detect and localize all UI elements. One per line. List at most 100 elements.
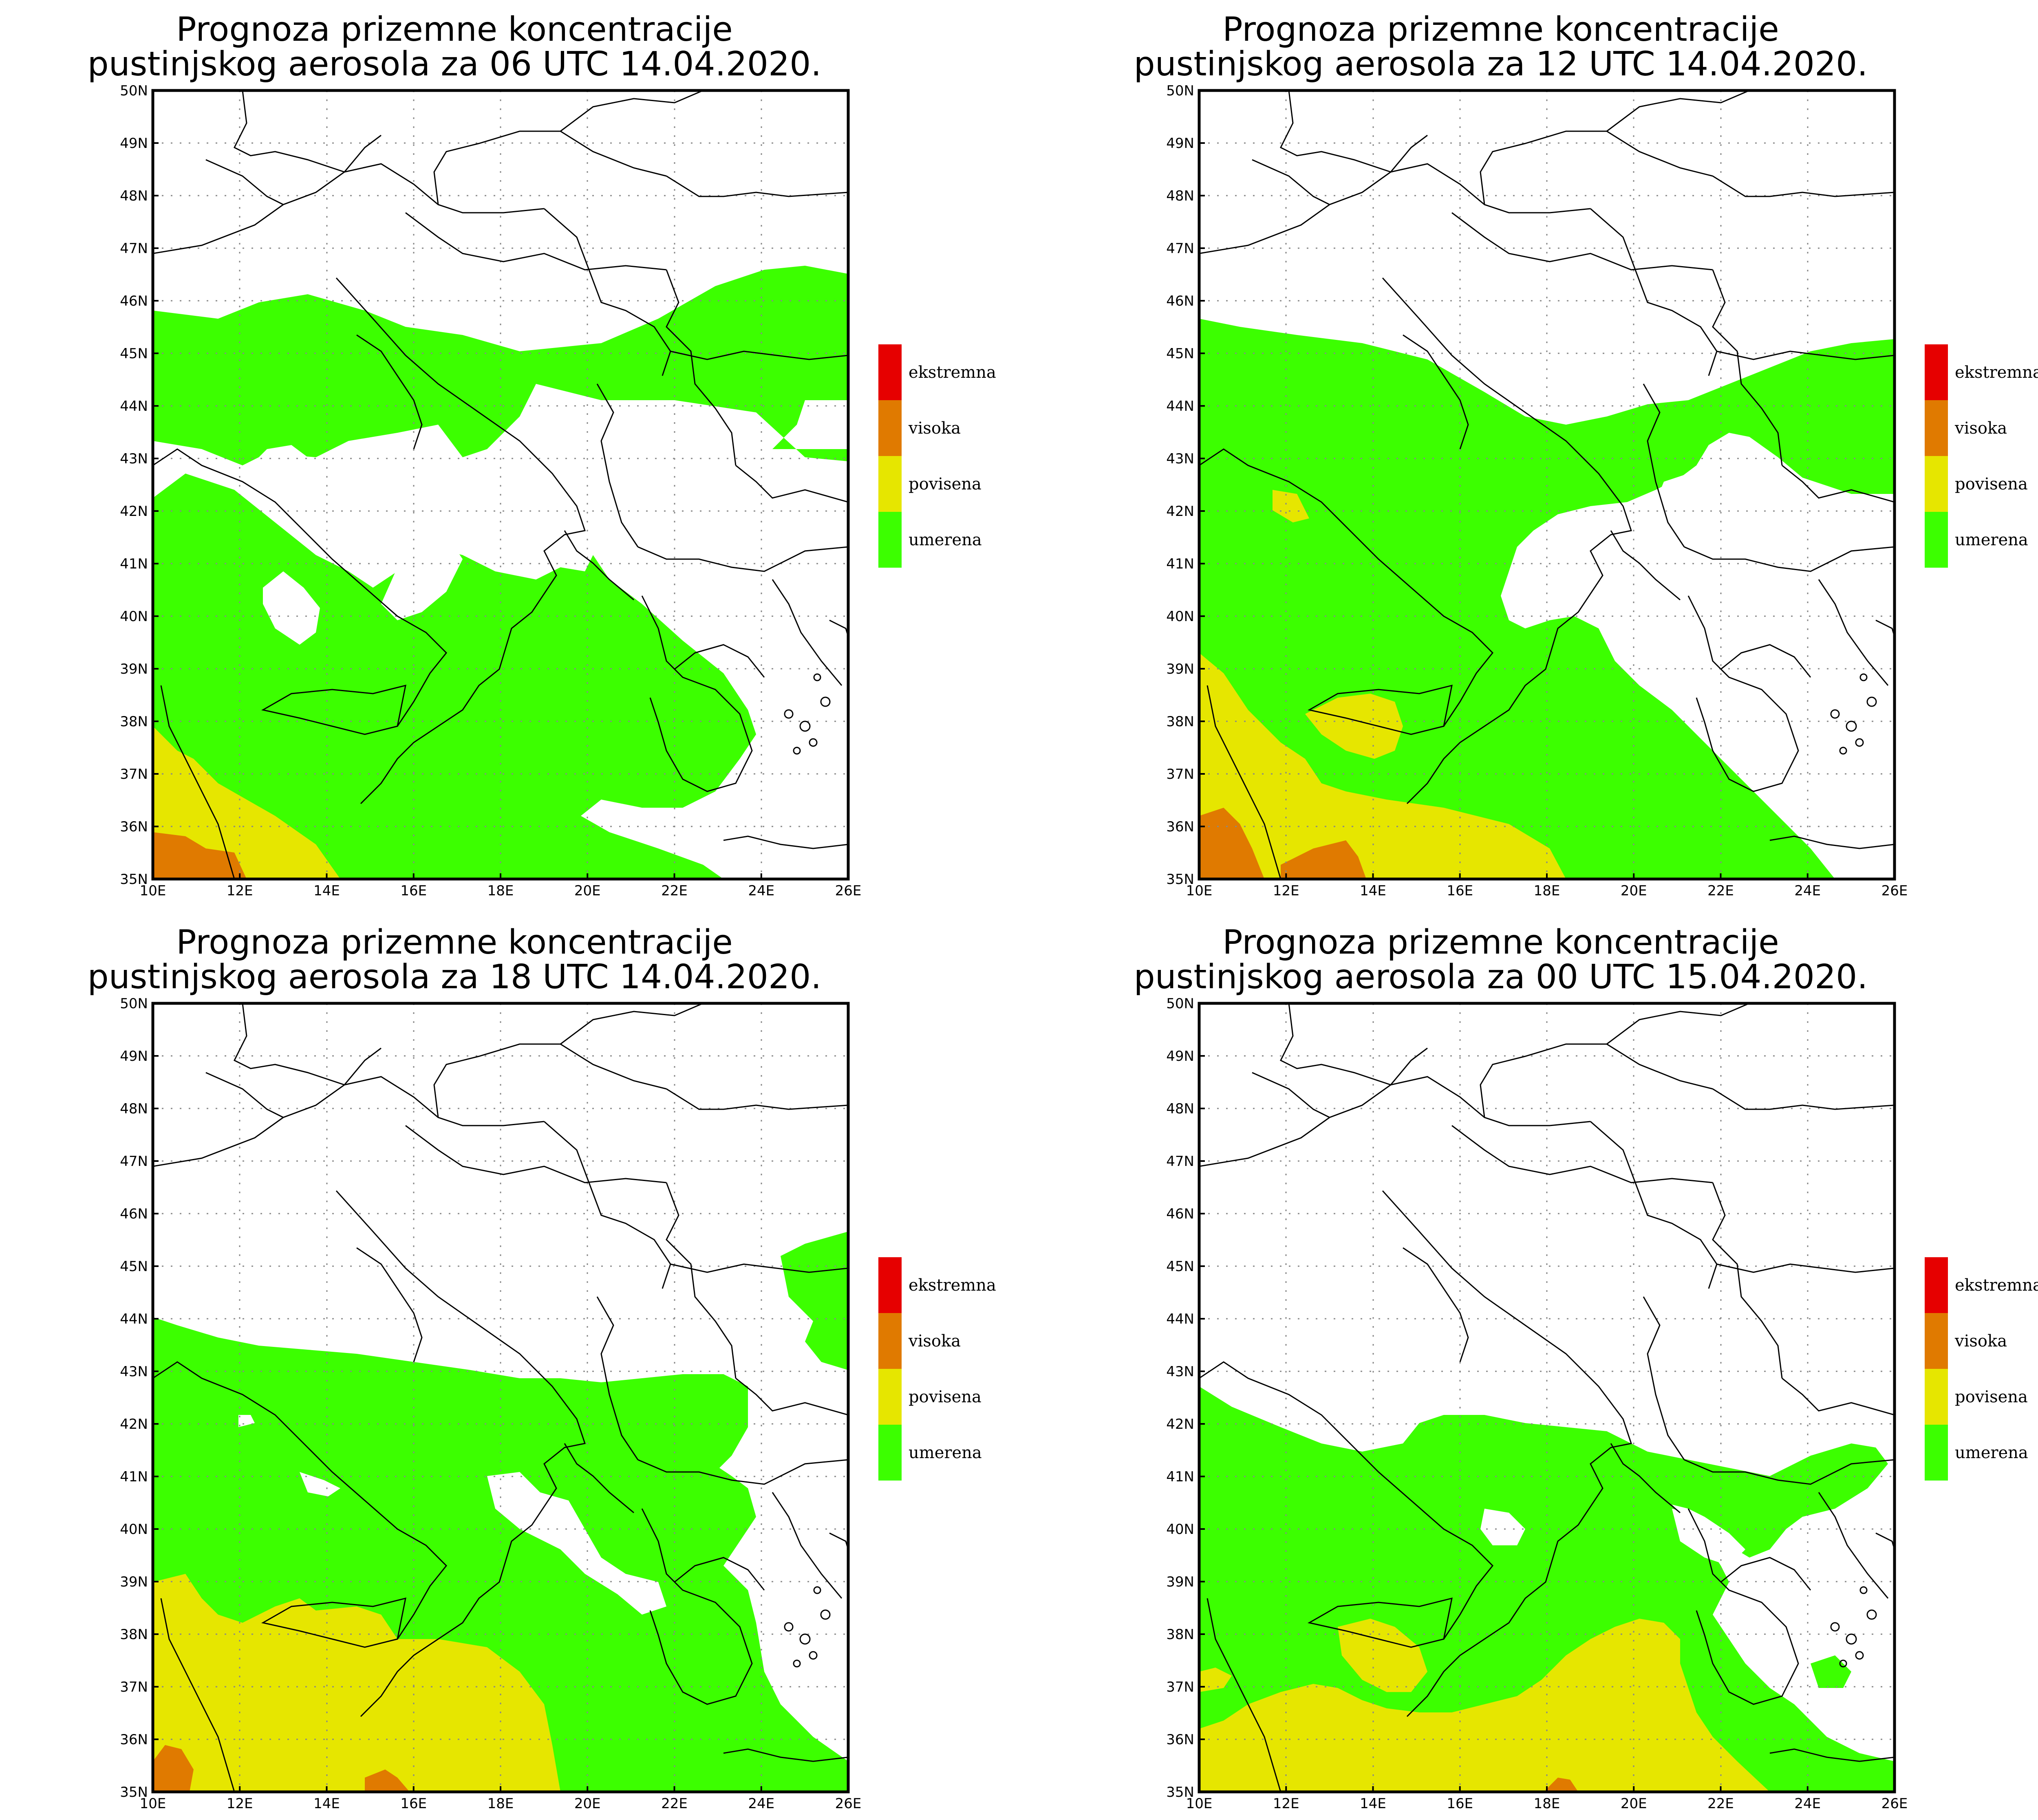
- concentration-legend: ekstremna visoka povisena umerena: [1925, 1257, 2038, 1481]
- lat-tick-label: 36N: [120, 819, 148, 835]
- legend-swatch-povisena: [1925, 456, 1948, 512]
- panel-title-line1: Prognoza prizemne koncentracije: [176, 10, 732, 49]
- legend-label-povisena: povisena: [909, 475, 982, 494]
- lat-tick-label: 48N: [120, 1101, 148, 1117]
- lon-tick-label: 14E: [313, 883, 340, 899]
- lat-tick-label: 46N: [1166, 293, 1194, 309]
- panel-title-line2: pustinjskog aerosola za 06 UTC 14.04.202…: [88, 45, 822, 84]
- lon-tick-label: 14E: [1360, 1796, 1386, 1812]
- lat-tick-label: 40N: [120, 608, 148, 625]
- lat-tick-label: 46N: [120, 1206, 148, 1222]
- lon-tick-label: 10E: [140, 883, 166, 899]
- lon-tick-label: 20E: [574, 883, 601, 899]
- lat-tick-label: 43N: [1166, 1364, 1194, 1380]
- legend-swatch-umerena: [878, 512, 902, 568]
- legend-swatch-ekstremna: [1925, 344, 1948, 400]
- lon-tick-label: 10E: [140, 1796, 166, 1812]
- lat-tick-label: 41N: [1166, 1469, 1194, 1485]
- panel-title-line2: pustinjskog aerosola za 18 UTC 14.04.202…: [88, 958, 822, 996]
- lat-tick-label: 40N: [120, 1521, 148, 1538]
- lon-tick-label: 12E: [227, 1796, 253, 1812]
- legend-label-ekstremna: ekstremna: [909, 363, 996, 382]
- lon-tick-label: 18E: [1534, 883, 1560, 899]
- legend-label-visoka: visoka: [1954, 1332, 2007, 1351]
- lat-tick-label: 46N: [120, 293, 148, 309]
- lon-tick-label: 16E: [400, 1796, 427, 1812]
- lat-tick-label: 45N: [1166, 346, 1194, 362]
- lon-tick-label: 16E: [1447, 1796, 1473, 1812]
- lat-tick-label: 50N: [120, 996, 148, 1012]
- lat-tick-label: 38N: [1166, 1626, 1194, 1643]
- concentration-legend: ekstremna visoka povisena umerena: [878, 344, 996, 568]
- panel-title-line2: pustinjskog aerosola za 12 UTC 14.04.202…: [1134, 45, 1868, 84]
- lat-tick-label: 48N: [1166, 1101, 1194, 1117]
- panel-title-line1: Prognoza prizemne koncentracije: [176, 923, 732, 962]
- legend-swatch-visoka: [1925, 400, 1948, 456]
- lat-tick-label: 45N: [1166, 1258, 1194, 1275]
- map-area: 10E 12E 14E 16E 18E 20E 22E 24E 26E 35N 36N 37N 38N 3…: [1166, 996, 1908, 1812]
- lon-tick-label: 20E: [1621, 1796, 1647, 1812]
- lat-tick-label: 43N: [120, 1364, 148, 1380]
- lat-tick-label: 48N: [1166, 188, 1194, 204]
- lat-tick-label: 49N: [120, 135, 148, 152]
- legend-label-ekstremna: ekstremna: [1955, 363, 2038, 382]
- lat-tick-label: 35N: [1166, 871, 1194, 888]
- panel-title-line1: Prognoza prizemne koncentracije: [1222, 10, 1779, 49]
- lon-tick-label: 10E: [1186, 883, 1213, 899]
- lat-tick-label: 38N: [120, 714, 148, 730]
- lon-tick-label: 24E: [1794, 1796, 1821, 1812]
- lat-tick-label: 47N: [120, 1153, 148, 1170]
- forecast-panel-00utc-15-04: Prognoza prizemne koncentracije pustinjs…: [1134, 923, 2038, 1812]
- panel-title-line1: Prognoza prizemne koncentracije: [1222, 923, 1779, 962]
- lat-tick-label: 47N: [1166, 1153, 1194, 1170]
- legend-swatch-ekstremna: [878, 344, 902, 400]
- lat-tick-label: 45N: [120, 1258, 148, 1275]
- lat-tick-label: 38N: [120, 1626, 148, 1643]
- lat-tick-label: 49N: [120, 1048, 148, 1064]
- lat-tick-label: 42N: [120, 1416, 148, 1432]
- legend-label-umerena: umerena: [909, 1443, 982, 1462]
- lat-tick-label: 49N: [1166, 1048, 1194, 1064]
- legend-swatch-povisena: [878, 1369, 902, 1425]
- lat-tick-label: 40N: [1166, 1521, 1194, 1538]
- lat-tick-label: 43N: [1166, 451, 1194, 467]
- lon-tick-label: 16E: [1447, 883, 1473, 899]
- lon-tick-label: 14E: [313, 1796, 340, 1812]
- lon-tick-label: 24E: [1794, 883, 1821, 899]
- lon-tick-label: 10E: [1186, 1796, 1213, 1812]
- map-area: 10E 12E 14E 16E 18E 20E 22E 24E 26E 35N 36N 37N 38N 3…: [1166, 83, 1908, 899]
- lat-tick-label: 37N: [1166, 766, 1194, 782]
- lat-tick-label: 35N: [1166, 1784, 1194, 1800]
- lat-tick-label: 36N: [1166, 1732, 1194, 1748]
- lat-tick-label: 35N: [120, 1784, 148, 1800]
- forecast-panel-12utc-14-04: Prognoza prizemne koncentracije pustinjs…: [1134, 10, 2038, 899]
- lat-tick-label: 44N: [120, 398, 148, 414]
- legend-swatch-povisena: [1925, 1369, 1948, 1425]
- lon-tick-label: 12E: [1273, 883, 1299, 899]
- legend-swatch-povisena: [878, 456, 902, 512]
- lat-tick-label: 42N: [120, 503, 148, 520]
- lat-tick-label: 37N: [1166, 1679, 1194, 1695]
- lat-tick-label: 39N: [1166, 661, 1194, 677]
- lat-tick-label: 44N: [1166, 1311, 1194, 1327]
- lon-tick-label: 24E: [748, 1796, 774, 1812]
- lat-tick-label: 40N: [1166, 608, 1194, 625]
- lon-tick-label: 26E: [1881, 883, 1908, 899]
- legend-swatch-ekstremna: [878, 1257, 902, 1313]
- lat-tick-label: 36N: [120, 1732, 148, 1748]
- legend-label-povisena: povisena: [909, 1388, 982, 1406]
- lat-tick-label: 38N: [1166, 714, 1194, 730]
- lon-tick-label: 18E: [487, 883, 514, 899]
- lat-tick-label: 43N: [120, 451, 148, 467]
- lat-tick-label: 39N: [120, 1574, 148, 1590]
- legend-label-umerena: umerena: [1955, 1443, 2028, 1462]
- lat-tick-label: 50N: [120, 83, 148, 99]
- lat-tick-label: 49N: [1166, 135, 1194, 152]
- axis-ticks: 10E 12E 14E 16E 18E 20E 22E 24E 26E 35N 36N 37N 38N 3…: [1166, 83, 1908, 899]
- legend-label-ekstremna: ekstremna: [909, 1276, 996, 1295]
- legend-label-visoka: visoka: [1954, 419, 2007, 438]
- legend-swatch-umerena: [1925, 512, 1948, 568]
- lon-tick-label: 16E: [400, 883, 427, 899]
- forecast-panel-18utc-14-04: Prognoza prizemne koncentracije pustinjs…: [88, 923, 996, 1812]
